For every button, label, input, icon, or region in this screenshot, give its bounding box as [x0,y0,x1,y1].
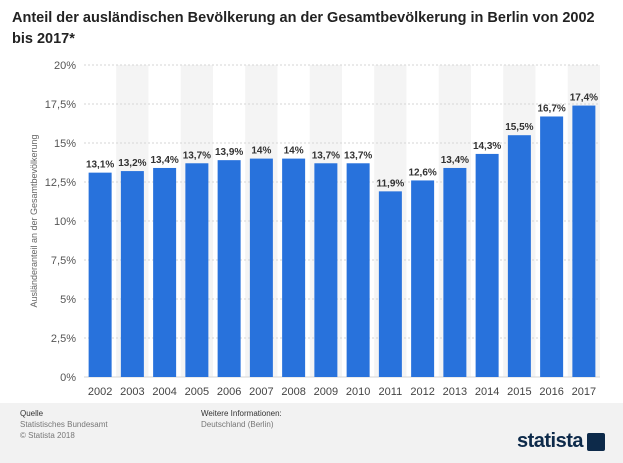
y-tick-label: 10% [54,216,76,228]
x-tick-label: 2010 [346,386,370,398]
x-tick-label: 2006 [217,386,241,398]
source-heading: Quelle [20,409,44,418]
data-label: 13,7% [183,150,211,161]
info-line: Deutschland (Berlin) [201,420,274,429]
bar [282,158,306,377]
y-tick-label: 20% [54,60,76,72]
bar [153,167,177,377]
x-tick-label: 2005 [185,386,209,398]
footer [0,403,623,463]
x-tick-label: 2008 [281,386,305,398]
bar [217,160,241,377]
x-tick-label: 2002 [88,386,112,398]
bar [475,153,499,377]
source-line: Statistisches Bundesamt [20,420,108,429]
bar [185,163,209,377]
logo-text: statista [516,430,584,452]
data-label: 16,7% [537,103,565,114]
statista-logo[interactable]: statista [517,430,605,453]
bar [572,105,596,377]
bar [540,116,564,377]
bar [120,171,144,377]
data-label: 13,9% [215,147,243,158]
data-label: 15,5% [505,122,533,133]
x-tick-label: 2017 [572,386,596,398]
data-label: 14% [284,146,304,157]
chart-title: Anteil der ausländischen Bevölkerung an … [12,10,595,47]
x-tick-label: 2003 [120,386,144,398]
bar [346,163,370,377]
y-axis-label: Ausländeranteil an der Gesamtbevölkerung [29,134,39,307]
x-tick-label: 2011 [379,386,403,398]
data-label: 13,4% [441,155,469,166]
x-tick-label: 2004 [152,386,176,398]
x-tick-label: 2012 [410,386,434,398]
logo-mark-icon [587,432,605,451]
x-tick-label: 2014 [475,386,499,398]
y-tick-label: 5% [60,294,76,306]
y-tick-label: 17,5% [45,99,76,111]
data-label: 14,3% [473,141,501,152]
bar [507,135,531,377]
y-tick-label: 7,5% [51,255,76,267]
copyright-line: © Statista 2018 [20,431,75,440]
y-tick-label: 15% [54,138,76,150]
data-label: 12,6% [408,167,436,178]
data-label: 13,7% [344,150,372,161]
bar-chart: 0% 2,5% 5% 7,5% 10% 12,5% 15% 17,5% 20% Ausländer… [29,60,600,398]
bar [314,163,338,377]
data-label: 17,4% [570,93,598,104]
data-label: 13,1% [86,160,114,171]
bar [411,180,435,377]
y-tick-label: 0% [60,372,76,384]
info-heading: Weitere Informationen: [201,409,282,418]
bar [378,191,402,377]
y-tick-label: 2,5% [51,333,76,345]
data-label: 13,7% [312,150,340,161]
data-label: 14% [251,146,271,157]
x-tick-label: 2009 [314,386,338,398]
data-label: 11,9% [376,178,404,189]
x-tick-label: 2015 [507,386,531,398]
x-tick-label: 2016 [539,386,563,398]
data-label: 13,2% [118,158,146,169]
x-tick-label: 2007 [249,386,273,398]
y-tick-label: 12,5% [45,177,76,189]
bar [249,158,273,377]
bar [88,172,112,377]
x-tick-label: 2013 [443,386,467,398]
bar [443,167,467,377]
data-label: 13,4% [150,155,178,166]
